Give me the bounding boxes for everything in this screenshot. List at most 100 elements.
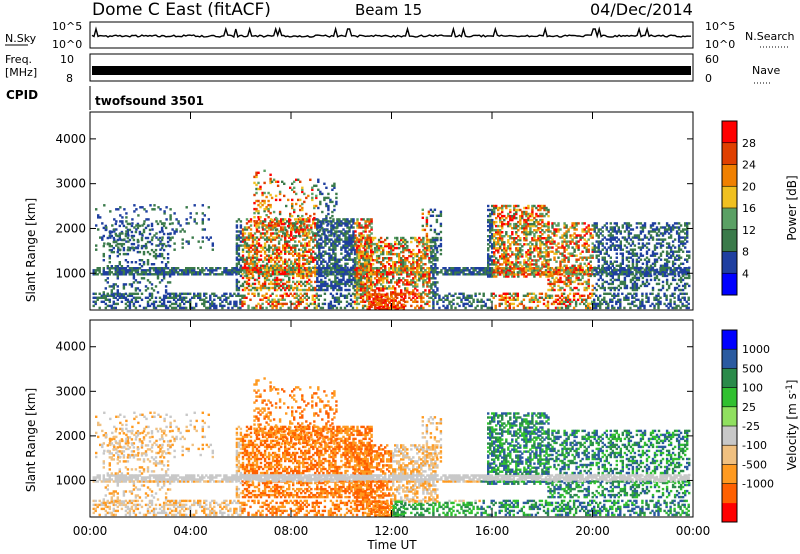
range-cell [237,246,241,249]
range-cell [379,252,383,256]
range-cell [348,252,351,255]
range-cell [290,262,293,266]
range-cell [259,246,263,249]
range-cell [491,233,494,236]
range-cell [418,293,421,296]
range-cell [310,248,313,251]
range-cell [265,292,268,296]
range-cell [288,264,291,268]
range-cell [350,236,353,239]
range-cell [364,228,367,231]
range-cell [440,269,443,272]
range-cell [303,292,307,296]
range-cell [251,266,255,270]
range-cell [323,218,326,222]
range-cell [253,268,257,272]
range-cell [329,304,333,308]
range-cell [515,212,518,216]
range-cell [359,294,363,298]
range-cell [225,298,228,302]
range-cell [132,238,136,242]
range-cell [286,284,289,288]
range-cell [294,248,297,251]
range-cell [94,292,97,296]
range-cell [384,267,387,270]
range-cell [166,232,170,236]
range-cell [106,267,110,270]
range-cell [655,298,658,302]
range-cell [271,250,275,253]
nsky-frame [89,21,694,49]
range-cell [394,236,397,240]
range-cell [288,252,291,255]
range-cell [645,269,648,272]
range-cell [265,262,269,266]
range-cell [601,298,604,302]
range-cell [510,273,514,276]
range-cell [406,259,409,262]
range-cell [394,246,397,250]
range-cell [542,302,546,306]
range-cell [243,294,246,298]
range-cell [509,269,512,272]
range-cell [261,222,265,225]
range-cell [156,271,160,274]
range-cell [287,269,290,272]
range-cell [412,285,415,288]
range-cell [515,253,518,256]
range-cell [253,262,257,266]
range-cell [344,236,347,239]
range-cell [277,234,281,237]
range-cell [558,269,562,272]
range-cell [160,252,164,256]
range-cell [515,222,518,226]
range-cell [108,257,112,260]
range-cell [603,292,606,296]
range-cell [296,286,299,290]
range-cell [515,267,518,270]
range-cell [369,240,373,244]
range-cell [318,250,321,253]
range-cell [359,250,363,254]
range-cell [414,252,417,256]
range-cell [257,242,261,245]
range-cell [390,291,393,294]
range-cell [170,273,174,276]
range-cell [619,300,622,304]
range-cell [511,253,514,256]
range-cell [227,269,230,272]
range-cell [420,261,423,264]
range-cell [265,226,268,229]
range-cell [333,208,336,212]
range-cell [205,267,208,270]
range-cell [651,302,654,306]
range-cell [653,271,656,274]
range-cell [271,258,275,261]
range-cell [235,248,239,251]
range-cell [304,218,307,221]
range-cell [110,248,114,252]
range-cell [316,246,319,249]
range-cell [426,293,429,296]
range-cell [310,228,313,231]
range-cell [92,296,95,300]
range-cell [311,296,315,300]
range-cell [357,240,361,244]
range-cell [245,262,249,266]
range-cell [677,296,680,300]
range-cell [319,267,323,270]
range-cell [511,271,514,274]
range-cell [235,238,239,241]
range-cell [249,258,253,261]
range-cell [249,276,253,280]
range-cell [348,230,351,233]
range-cell [342,240,345,243]
range-cell [299,296,302,300]
range-cell [587,296,590,300]
range-cell [504,269,508,272]
range-cell [271,292,274,296]
range-cell [138,273,142,276]
range-cell [487,220,490,224]
range-cell [326,252,329,255]
range-cell [178,298,182,302]
